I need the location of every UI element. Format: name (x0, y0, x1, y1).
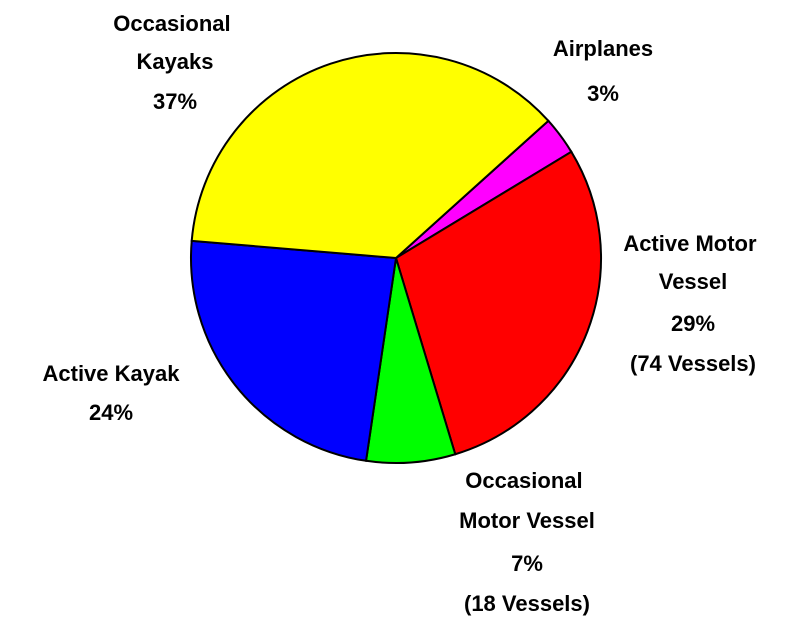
slice-label: Occasional Motor Vessel (459, 468, 595, 533)
slice-label: Active Motor Vessel (623, 231, 762, 294)
count-label: (18 Vessels) (464, 591, 590, 616)
label-line: Kayaks (136, 49, 213, 74)
percent-label: 3% (587, 81, 619, 106)
label-line: Motor Vessel (459, 508, 595, 533)
label-line: Vessel (659, 269, 728, 294)
percent-label: 29% (671, 311, 715, 336)
slice-label: Airplanes (553, 36, 653, 61)
label-line: Active Kayak (43, 361, 181, 386)
percent-label: 24% (89, 400, 133, 425)
slice-label: Active Kayak (43, 361, 181, 386)
label-line: Occasional (465, 468, 589, 493)
label-line: Active Motor (623, 231, 762, 256)
label-line: Occasional (113, 11, 237, 36)
slice-label: Occasional Kayaks (113, 11, 237, 74)
pie-slice (190, 239, 398, 462)
pie-slice (394, 150, 602, 456)
pie-slice (190, 52, 550, 260)
percent-label: 37% (153, 89, 197, 114)
label-line: Airplanes (553, 36, 653, 61)
count-label: (74 Vessels) (630, 351, 756, 376)
percent-label: 7% (511, 551, 543, 576)
